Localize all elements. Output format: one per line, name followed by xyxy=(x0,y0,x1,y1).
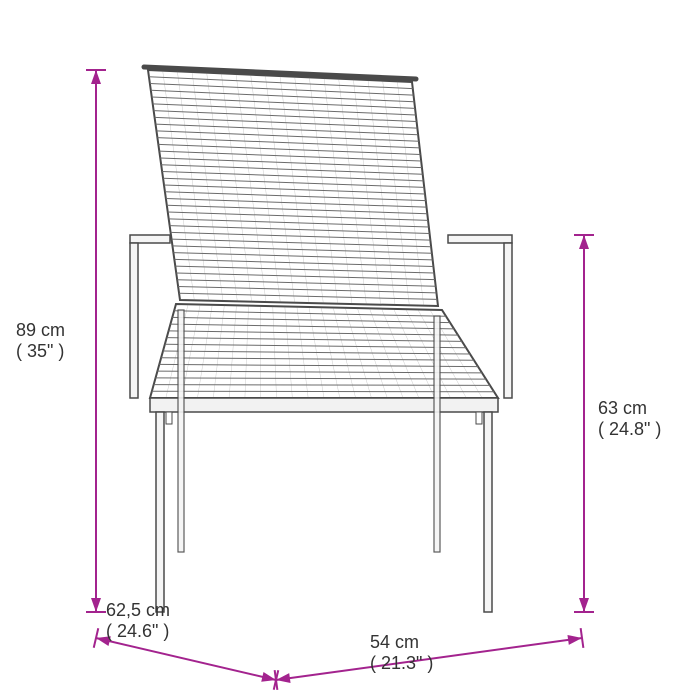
chair-arm-right-top xyxy=(448,235,512,243)
chair-seat-skirt xyxy=(150,398,498,412)
chair-leg-front-right xyxy=(484,412,492,612)
chair-leg-back-right xyxy=(434,316,440,552)
label-depth: 62,5 cm ( 24.6" ) xyxy=(106,600,170,642)
label-depth-cm: 62,5 cm xyxy=(106,600,170,620)
label-width-cm: 54 cm xyxy=(370,632,419,652)
chair-bracket-left xyxy=(166,412,172,424)
dim-height-full xyxy=(86,70,106,612)
label-height-arm-cm: 63 cm xyxy=(598,398,647,418)
label-height-full-in: ( 35" ) xyxy=(16,341,64,361)
dim-height-arm xyxy=(574,235,594,612)
label-height-full-cm: 89 cm xyxy=(16,320,65,340)
chair-bracket-right xyxy=(476,412,482,424)
chair-leg-back-left xyxy=(178,310,184,552)
chair-arm-left-top xyxy=(130,235,170,243)
label-height-full: 89 cm ( 35" ) xyxy=(16,320,65,362)
label-width: 54 cm ( 21.3" ) xyxy=(370,632,433,674)
chair-arm-left-front-upper xyxy=(130,243,138,398)
label-width-in: ( 21.3" ) xyxy=(370,653,433,673)
label-height-arm-in: ( 24.8" ) xyxy=(598,419,661,439)
diagram-stage: 89 cm ( 35" ) 63 cm ( 24.8" ) 62,5 cm ( … xyxy=(0,0,700,700)
chair-leg-front-left xyxy=(156,412,164,612)
diagram-svg xyxy=(0,0,700,700)
chair-arm-right-front-upper xyxy=(504,243,512,398)
label-depth-in: ( 24.6" ) xyxy=(106,621,169,641)
label-height-arm: 63 cm ( 24.8" ) xyxy=(598,398,661,440)
